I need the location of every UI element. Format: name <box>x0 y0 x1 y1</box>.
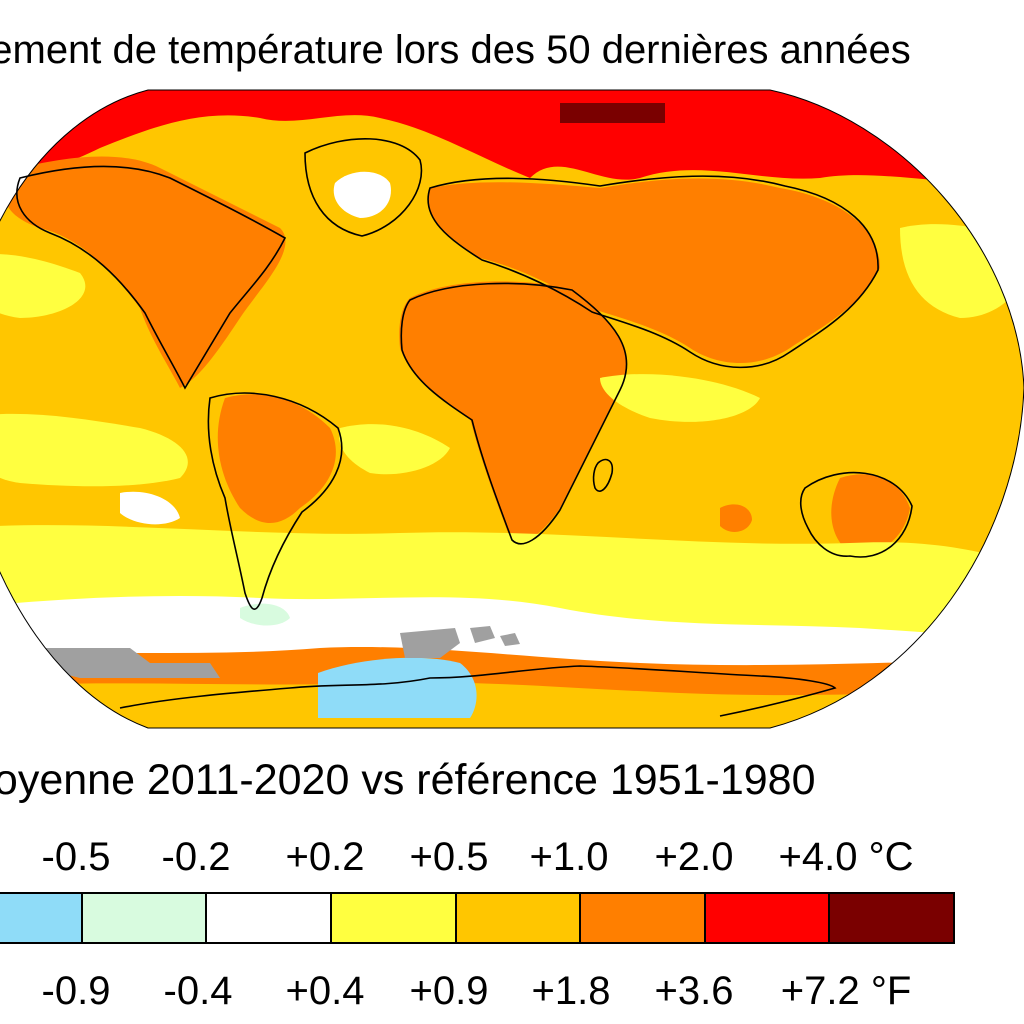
eurasia-warming-region <box>428 178 880 363</box>
legend-celsius-label: -0.5 <box>41 835 111 879</box>
antarctic-cooling-region <box>318 657 477 718</box>
atlantic-mild-band <box>339 424 450 475</box>
legend-fahrenheit-label: -0.9 <box>41 969 111 1013</box>
legend-fahrenheit-label: +3.6 <box>654 969 734 1013</box>
legend-swatch-cooling <box>0 894 83 942</box>
legend-celsius-label: +2.0 <box>654 835 734 879</box>
siberia-extreme-region <box>560 103 665 123</box>
legend-swatch-moderate-warming <box>456 894 582 942</box>
south-america-warming-region <box>217 394 336 523</box>
australia-warming-region <box>831 474 910 554</box>
east-pacific-mild-band <box>0 413 188 487</box>
map-fill-group <box>0 90 1024 728</box>
north-america-warming-region <box>5 156 286 388</box>
legend-swatch-mild-warming <box>331 894 457 942</box>
coastlines <box>16 138 913 717</box>
coastline-greenland <box>304 138 423 237</box>
legend-fahrenheit-label: +1.8 <box>531 969 611 1013</box>
temperature-anomaly-map <box>0 89 1024 729</box>
north-pacific-mild-band <box>0 254 86 318</box>
legend-fahrenheit-label: +0.9 <box>409 969 489 1013</box>
south-pacific-neutral-patch <box>120 491 180 525</box>
legend-celsius-label: +0.5 <box>409 835 489 879</box>
legend-celsius-label: -0.2 <box>161 835 231 879</box>
no-data-region-east <box>470 626 520 646</box>
legend-swatch-strong-warming <box>581 894 706 942</box>
indian-ocean-mild-band <box>600 374 760 422</box>
legend-colorbar <box>0 892 955 944</box>
no-data-region-west <box>40 648 220 678</box>
coastline-eurasia <box>427 175 879 369</box>
legend-celsius-label: +4.0 °C <box>778 835 914 879</box>
globe-outline <box>0 89 1024 729</box>
coastline-africa <box>400 282 628 545</box>
legend-celsius-label: +1.0 <box>529 835 609 879</box>
legend-swatch-slight-cooling <box>82 894 208 942</box>
legend-swatch-near-zero <box>207 894 332 942</box>
coastline-south-america <box>207 392 343 610</box>
arctic-warming-region <box>0 90 1024 184</box>
map-subtitle: noyenne 2011-2020 vs référence 1951-1980 <box>0 756 816 804</box>
greenland-neutral-region <box>333 171 391 218</box>
map-title: gement de température lors des 50 derniè… <box>0 28 911 72</box>
legend-swatch-darkest-warming <box>830 894 953 942</box>
coastline-madagascar <box>592 458 614 492</box>
antarctic-base-region <box>0 682 1024 728</box>
indian-ocean-warming-patch <box>720 504 752 532</box>
legend-fahrenheit-label: +7.2 °F <box>780 969 912 1013</box>
legend-celsius-label: +0.2 <box>285 835 365 879</box>
coastline-north-america <box>16 165 287 390</box>
coastline-antarctica <box>119 665 837 717</box>
no-data-region-center <box>400 628 460 658</box>
legend-fahrenheit-label: +0.4 <box>285 969 365 1013</box>
legend-swatch-extreme-warming <box>705 894 831 942</box>
legend-fahrenheit-label: -0.4 <box>163 969 233 1013</box>
coastline-australia <box>799 471 913 558</box>
africa-warming-region <box>399 281 627 542</box>
